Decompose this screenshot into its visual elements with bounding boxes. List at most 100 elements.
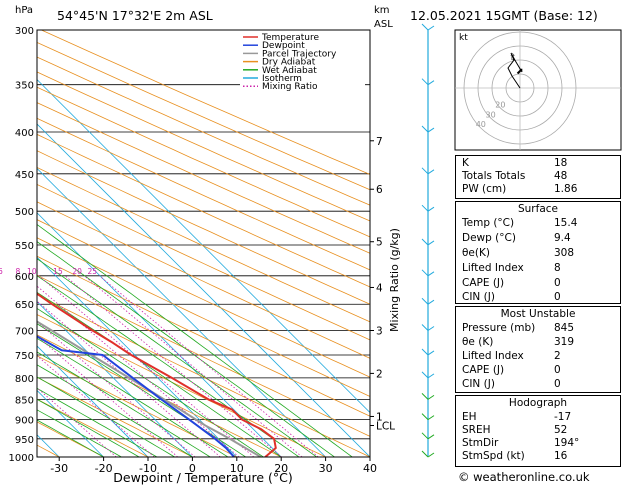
dry-adiabat-line <box>37 166 370 323</box>
hodo-row-sreh: SREH 52 <box>462 424 568 436</box>
hodograph-kt-label: kt <box>459 33 468 43</box>
pressure-tick-label: 350 <box>15 81 34 92</box>
mixing-ratio-label: 6 <box>0 267 3 276</box>
mu-row-cape: CAPE (J) 0 <box>462 364 561 376</box>
dry-adiabat-line <box>37 294 370 457</box>
wet-adiabat-line <box>37 376 175 457</box>
pressure-tick-label: 900 <box>15 416 34 427</box>
wet-adiabat-line <box>37 224 353 457</box>
mixing-ratio-label: 25 <box>88 267 98 276</box>
isotherm-line <box>37 167 326 457</box>
wind-barb <box>421 269 429 277</box>
legend-label: Wet Adiabat <box>262 66 317 76</box>
legend-background <box>240 31 365 91</box>
hodo-row-stmspd: StmSpd (kt) 16 <box>462 450 568 462</box>
wind-barb <box>421 23 429 31</box>
wet-adiabat-line <box>37 398 140 457</box>
surface-row-cin: CIN (J) 0 <box>462 291 561 303</box>
most-unstable-title: Most Unstable <box>500 308 576 320</box>
temperature-line <box>37 292 277 457</box>
background-lines <box>0 30 370 457</box>
hodograph-ring-label: 30 <box>486 110 496 119</box>
dry-adiabat-line <box>37 274 370 437</box>
dry-adiabat-line <box>37 398 149 457</box>
mixing-ratio-line <box>38 275 255 457</box>
mixing-ratio-label: 8 <box>15 267 20 276</box>
isotherm-line <box>37 256 238 457</box>
pressure-tick-label: 550 <box>15 241 34 252</box>
pressure-tick-label: 500 <box>15 207 34 218</box>
legend-label: Mixing Ratio <box>262 82 318 92</box>
hodograph-title: Hodograph <box>508 397 568 409</box>
surface-row-cape: CAPE (J) 0 <box>462 277 561 289</box>
pressure-tick-label: 850 <box>15 395 34 406</box>
dry-adiabat-line <box>37 133 370 288</box>
copyright: © weatheronline.co.uk <box>458 470 590 484</box>
temperature-axis: -30 -20 -10 0 10 20 30 40 <box>50 457 377 475</box>
pressure-tick-label: 800 <box>15 374 34 385</box>
dewpoint-line <box>37 335 235 457</box>
hodograph-panel: Hodograph EH -17 SREH 52 StmDir 194° StmSpd… <box>455 395 621 467</box>
mixing-ratio-line <box>83 275 303 457</box>
isotherm-line <box>0 30 15 457</box>
x-tick-label: 30 <box>319 462 333 475</box>
legend-label: Dry Adiabat <box>262 58 316 68</box>
wind-barb <box>427 25 435 31</box>
datetime-title: 12.05.2021 15GMT (Base: 12) <box>410 8 598 23</box>
wind-barb <box>427 127 435 133</box>
wind-barb <box>421 125 429 133</box>
isotherm-line <box>37 79 370 414</box>
x-tick-label: -20 <box>95 462 113 475</box>
x-tick-label: 40 <box>363 462 377 475</box>
dry-adiabat-line <box>37 201 370 359</box>
km-tick-label: 2 <box>376 368 383 380</box>
wind-barb <box>427 271 435 277</box>
hpa-label: hPa <box>15 5 33 16</box>
surface-row-thetae: θe(K) 308 <box>462 247 575 259</box>
isotherm-line <box>37 123 370 457</box>
dry-adiabat-line <box>37 219 370 378</box>
pressure-tick-label: 950 <box>15 435 34 446</box>
index-row-pw: PW (cm) 1.86 <box>462 183 578 195</box>
wet-adiabat-line <box>37 258 317 457</box>
x-tick-label: -10 <box>139 462 157 475</box>
hodograph-frame <box>454 29 622 151</box>
km-tick-label: 3 <box>376 326 383 338</box>
km-tick-label: 4 <box>376 282 383 294</box>
dry-adiabat-line <box>41 30 370 175</box>
pressure-tick-label: 650 <box>15 300 34 311</box>
pressure-tick-label: 300 <box>15 26 34 37</box>
wind-barb <box>421 450 429 458</box>
x-tick-label: -30 <box>50 462 68 475</box>
wind-barb <box>421 413 429 420</box>
wind-barb <box>427 415 435 421</box>
surface-row-dewp: Dewp (°C) 9.4 <box>462 232 571 244</box>
pressure-tick-label: 1000 <box>9 453 34 464</box>
mixing-ratio-label: 10 <box>27 267 37 276</box>
wet-adiabat-line <box>37 409 122 457</box>
dry-adiabat-line <box>37 102 370 254</box>
km-tick-label: 7 <box>376 136 383 148</box>
wind-barb <box>427 452 435 458</box>
hodograph-arrow-icon: ⇧ <box>509 53 517 63</box>
plot-frame <box>36 29 371 458</box>
mu-row-pressure: Pressure (mb) 845 <box>462 322 575 334</box>
wind-barb <box>421 238 429 246</box>
x-tick-label: 10 <box>230 462 244 475</box>
wind-barb <box>421 78 429 86</box>
dry-adiabat-line <box>37 86 370 238</box>
mixing-ratio-line <box>64 275 282 457</box>
surface-row-li: Lifted Index 8 <box>462 262 561 274</box>
dry-adiabat-line <box>37 237 370 397</box>
wind-barb <box>427 350 435 356</box>
km-label: km <box>374 5 390 16</box>
pressure-tick-label: 400 <box>15 128 34 139</box>
wind-barb <box>427 373 435 379</box>
dry-adiabat-line <box>37 184 370 341</box>
isotherm-line <box>37 345 149 457</box>
asl-label: ASL <box>374 19 393 30</box>
pressure-tick-label: 450 <box>15 170 34 181</box>
